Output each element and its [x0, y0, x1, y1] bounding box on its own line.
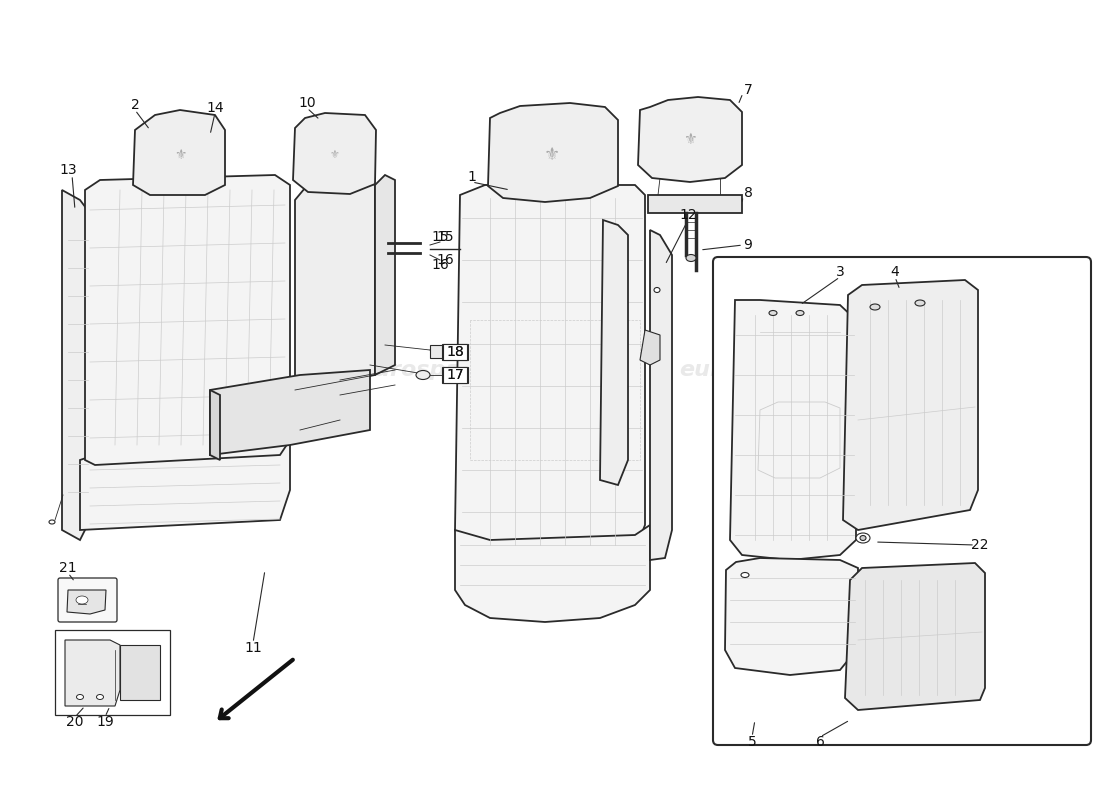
Text: 2: 2	[131, 98, 140, 112]
Polygon shape	[210, 370, 370, 455]
Text: eurospares: eurospares	[130, 490, 271, 510]
Polygon shape	[455, 185, 645, 572]
Polygon shape	[85, 175, 290, 465]
Text: 8: 8	[744, 186, 752, 200]
Ellipse shape	[97, 694, 103, 699]
Text: 1: 1	[468, 170, 476, 184]
Text: 17: 17	[447, 368, 464, 382]
Polygon shape	[80, 445, 290, 530]
Polygon shape	[843, 280, 978, 530]
Ellipse shape	[76, 596, 88, 604]
Polygon shape	[725, 558, 858, 675]
Polygon shape	[730, 300, 856, 560]
Polygon shape	[133, 110, 226, 195]
Polygon shape	[640, 330, 660, 365]
Polygon shape	[375, 175, 395, 375]
Text: eurospares: eurospares	[100, 230, 241, 250]
Text: 21: 21	[59, 561, 77, 575]
Ellipse shape	[915, 300, 925, 306]
Text: 14: 14	[206, 101, 223, 115]
Text: ⚜: ⚜	[330, 150, 340, 160]
Text: 9: 9	[744, 238, 752, 252]
Ellipse shape	[769, 310, 777, 315]
Ellipse shape	[77, 694, 84, 699]
Ellipse shape	[870, 304, 880, 310]
Text: ⚜: ⚜	[683, 133, 696, 147]
Text: 6: 6	[815, 735, 824, 749]
Text: 15: 15	[431, 230, 449, 244]
Text: ⚜: ⚜	[174, 148, 186, 162]
Polygon shape	[650, 230, 672, 560]
Text: 5: 5	[748, 735, 757, 749]
Text: eurospares: eurospares	[360, 360, 500, 380]
Polygon shape	[455, 525, 650, 622]
Text: 16: 16	[431, 258, 449, 272]
Polygon shape	[65, 640, 120, 706]
FancyBboxPatch shape	[58, 578, 117, 622]
Polygon shape	[638, 97, 743, 182]
Polygon shape	[120, 645, 160, 700]
Text: ⚜: ⚜	[543, 146, 560, 164]
Polygon shape	[62, 190, 95, 540]
Polygon shape	[845, 563, 984, 710]
Text: 16: 16	[436, 253, 454, 267]
Polygon shape	[67, 590, 106, 614]
Polygon shape	[648, 195, 742, 213]
Text: 17: 17	[447, 368, 464, 382]
Text: 18: 18	[447, 345, 464, 359]
Polygon shape	[488, 103, 618, 202]
Text: 12: 12	[679, 208, 696, 222]
Bar	[442, 344, 468, 360]
Text: 20: 20	[66, 715, 84, 729]
Ellipse shape	[686, 254, 696, 262]
FancyBboxPatch shape	[713, 257, 1091, 745]
Ellipse shape	[796, 310, 804, 315]
Bar	[443, 344, 468, 360]
Polygon shape	[295, 178, 375, 390]
Text: 19: 19	[96, 715, 114, 729]
Text: 22: 22	[971, 538, 989, 552]
Bar	[443, 367, 468, 383]
Ellipse shape	[416, 370, 430, 379]
Polygon shape	[600, 220, 628, 485]
Text: 13: 13	[59, 163, 77, 177]
Text: eurospares: eurospares	[680, 360, 821, 380]
Polygon shape	[210, 390, 220, 460]
Text: 7: 7	[744, 83, 752, 97]
Bar	[442, 367, 468, 383]
Text: eurospares: eurospares	[100, 330, 241, 350]
Ellipse shape	[860, 535, 866, 541]
Ellipse shape	[50, 520, 55, 524]
Ellipse shape	[741, 573, 749, 578]
Polygon shape	[293, 113, 376, 194]
Text: eurospares: eurospares	[490, 440, 630, 460]
Text: 11: 11	[244, 641, 262, 655]
Ellipse shape	[856, 533, 870, 543]
Polygon shape	[430, 345, 446, 358]
Text: 15: 15	[437, 230, 454, 244]
Text: 18: 18	[447, 345, 464, 359]
Text: 4: 4	[891, 265, 900, 279]
Text: 10: 10	[298, 96, 316, 110]
Ellipse shape	[654, 287, 660, 293]
Text: 3: 3	[836, 265, 845, 279]
